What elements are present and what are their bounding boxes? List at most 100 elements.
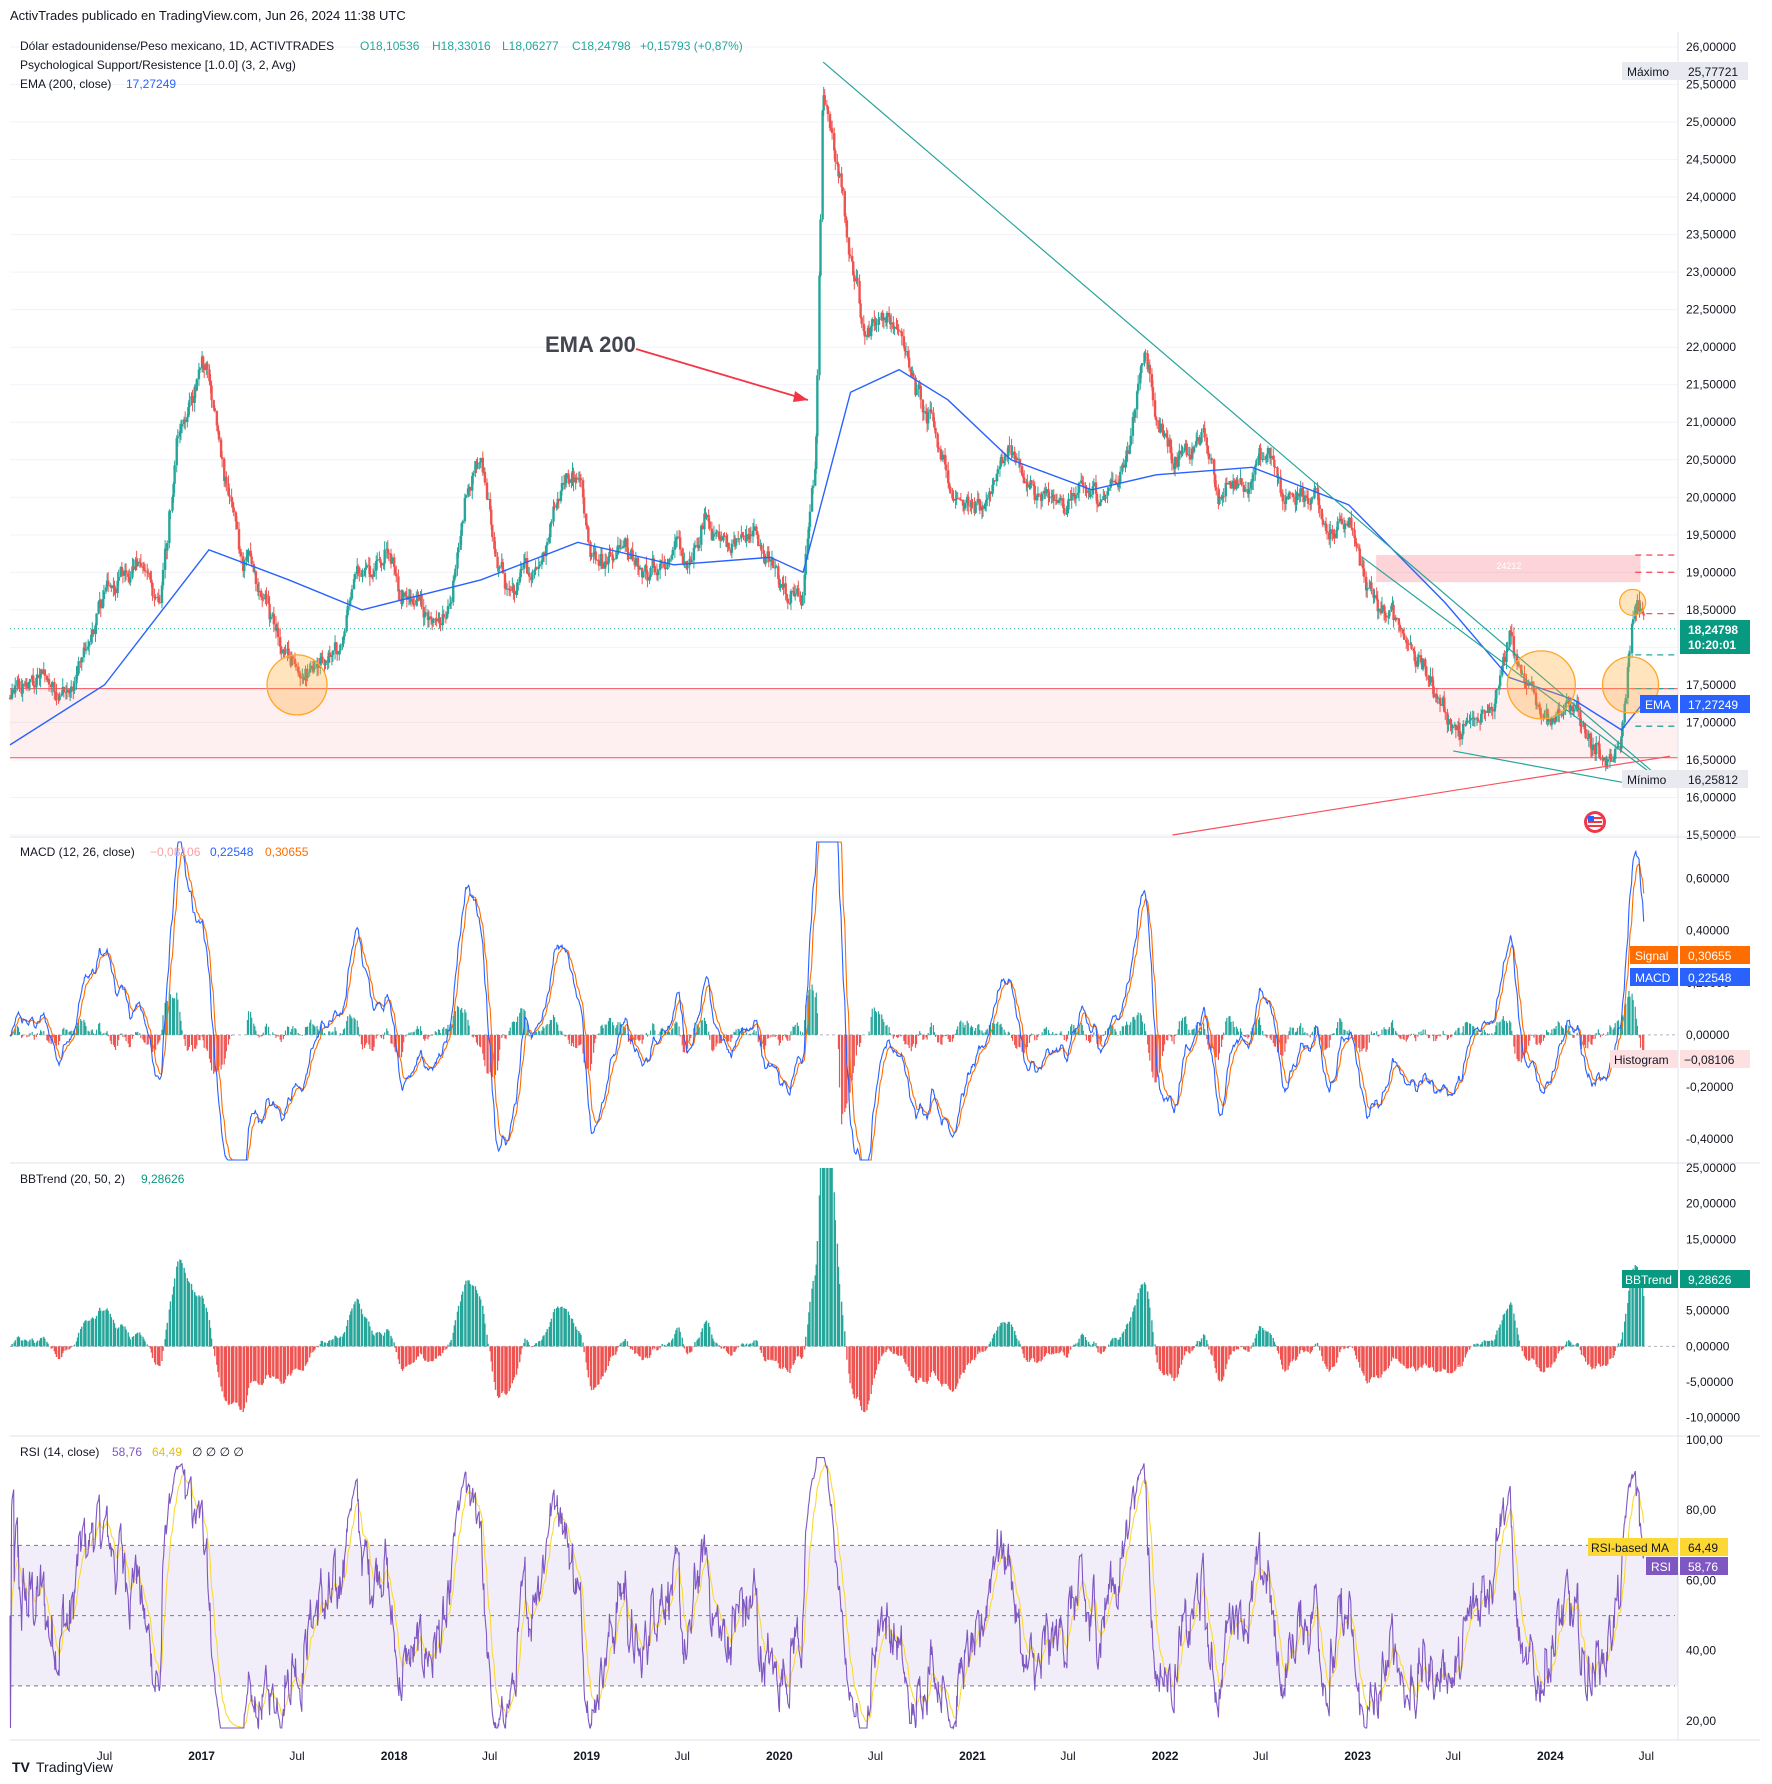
candle-body xyxy=(296,666,300,673)
candle-body xyxy=(843,191,846,217)
ema-legend-label: EMA (200, close) xyxy=(20,77,111,91)
candle-body xyxy=(858,280,861,304)
candle-body xyxy=(1205,437,1208,446)
candle-body xyxy=(1457,725,1461,732)
price-pane[interactable]: 24212 15,50000 16,00000 16,50000 17,00000 17… xyxy=(8,32,1737,842)
candle-body xyxy=(417,596,420,601)
candle-body xyxy=(198,368,202,370)
candle-body xyxy=(862,323,865,332)
rsi-axis[interactable]: 20,00 40,00 60,00 80,00 100,00 xyxy=(1686,1433,1723,1728)
candle-body xyxy=(186,417,189,423)
ema-line xyxy=(9,368,1645,746)
us-flag-event-icon[interactable] xyxy=(1584,811,1606,833)
candle-body xyxy=(1454,725,1458,731)
candle-body xyxy=(755,530,759,535)
candle-body xyxy=(902,336,906,347)
candle-body xyxy=(563,483,567,485)
candle-body xyxy=(1617,746,1620,748)
candle-body xyxy=(131,566,134,578)
highlight-circles xyxy=(266,588,1660,720)
candle-body xyxy=(160,585,164,604)
candle-body xyxy=(611,554,614,561)
time-axis[interactable]: Jul 2017 Jul 2018 Jul 2019 Jul 2020 Jul 2021 Jul 20… xyxy=(97,1749,1654,1763)
candle-body xyxy=(84,648,88,651)
macd-pane[interactable]: -0,40000-0,200000,000000,200000,400000,6… xyxy=(9,841,1734,1161)
candle-body xyxy=(645,565,648,572)
candle-body xyxy=(1357,547,1360,549)
candle-body xyxy=(1032,483,1035,486)
candle-body xyxy=(838,173,841,177)
candle-body xyxy=(1550,718,1554,725)
candle-body xyxy=(1336,521,1339,530)
time-tick-label: Jul xyxy=(97,1749,112,1763)
candle-body xyxy=(793,593,797,596)
candle-body xyxy=(619,548,623,550)
candle-body xyxy=(1059,498,1063,501)
macd-tick-label: -0,20000 xyxy=(1686,1080,1734,1094)
candle-body xyxy=(452,580,455,603)
support-trend-line xyxy=(1453,750,1644,787)
candle-body xyxy=(166,542,169,551)
candle-body xyxy=(658,564,662,571)
candle-body xyxy=(32,675,35,686)
candle-body xyxy=(779,584,782,588)
candle-body xyxy=(995,473,998,482)
candle-body xyxy=(734,538,738,546)
candle-body xyxy=(867,327,871,337)
rsi-tick-label: 20,00 xyxy=(1686,1714,1716,1728)
candle-body xyxy=(257,590,261,592)
candle-body xyxy=(1144,352,1147,354)
price-axis[interactable]: 15,50000 16,00000 16,50000 17,00000 17,50000… xyxy=(1686,40,1736,842)
candle-body xyxy=(1620,736,1623,749)
candle-body xyxy=(117,576,120,581)
bbtrend-legend-label: BBTrend (20, 50, 2) xyxy=(20,1172,125,1186)
candle-body xyxy=(789,590,793,603)
candle-body xyxy=(169,510,172,512)
candle-body xyxy=(636,557,640,567)
candle-body xyxy=(454,568,457,578)
candle-body xyxy=(1572,708,1576,712)
ema-badge-tag xyxy=(1640,695,1678,713)
candle-body xyxy=(1432,686,1435,698)
ohlc-high: H18,33016 xyxy=(432,39,491,53)
candle-body xyxy=(1063,508,1066,514)
candle-body xyxy=(1553,721,1557,723)
candle-body xyxy=(1074,495,1078,499)
candle-body xyxy=(952,498,955,501)
candle-body xyxy=(1373,595,1376,598)
candle-body xyxy=(1004,454,1007,461)
candle-body xyxy=(1281,493,1284,502)
tradingview-logo[interactable]: TV TradingView xyxy=(12,1759,114,1775)
bbtrend-pane[interactable]: -10,00000-5,000000,000005,0000010,000001… xyxy=(10,1161,1740,1425)
price-tick-label: 23,50000 xyxy=(1686,228,1736,242)
candle-body xyxy=(1412,648,1415,652)
candle-body xyxy=(1571,705,1575,712)
macd-axis[interactable]: -0,40000-0,200000,000000,200000,400000,6… xyxy=(1686,871,1734,1146)
candle-body xyxy=(745,534,748,542)
candle-body xyxy=(1355,543,1358,548)
candle-body xyxy=(823,95,826,105)
candle-body xyxy=(485,482,489,500)
rsi-pane[interactable]: 20,00 40,00 60,00 80,00 100,00 RSI (14, clos… xyxy=(9,1433,1723,1731)
candle-body xyxy=(1324,523,1328,531)
candle-body xyxy=(788,602,792,604)
candle-body xyxy=(483,472,487,483)
signal-badge-value: 0,30655 xyxy=(1688,949,1732,963)
candle-body xyxy=(1047,489,1050,498)
candle-body xyxy=(53,682,56,693)
candle-body xyxy=(280,646,283,654)
candle-body xyxy=(496,556,499,569)
candle-body xyxy=(674,539,678,542)
candle-body xyxy=(985,500,988,504)
candle-body xyxy=(113,585,116,589)
candle-body xyxy=(663,562,666,568)
candle-body xyxy=(58,695,61,700)
candle-body xyxy=(1318,505,1321,509)
price-tick-label: 16,00000 xyxy=(1686,790,1736,804)
candle-body xyxy=(68,691,72,694)
candle-body xyxy=(324,660,327,666)
candle-body xyxy=(1343,523,1347,530)
candle-body xyxy=(869,326,873,337)
price-tick-label: 15,50000 xyxy=(1686,828,1736,842)
bbtrend-axis[interactable]: -10,00000-5,000000,000005,0000010,000001… xyxy=(1686,1161,1740,1425)
